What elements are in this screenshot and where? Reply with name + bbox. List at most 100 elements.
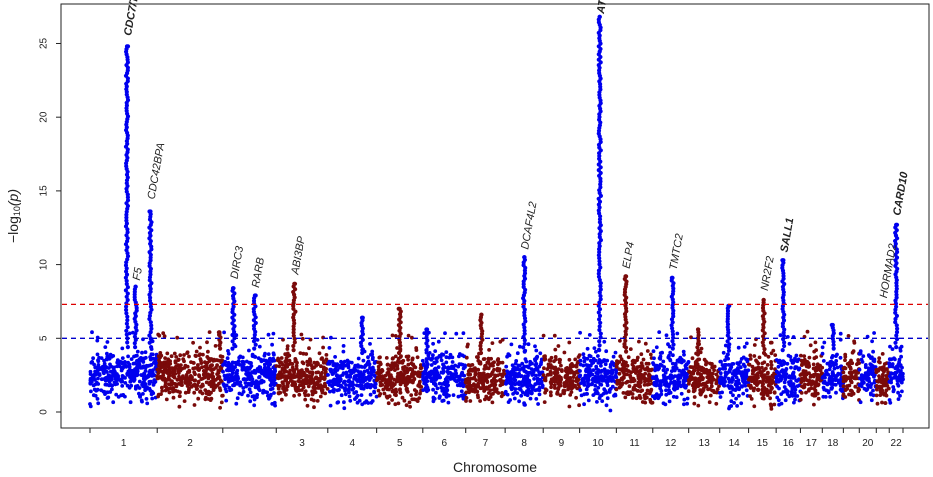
- snp-point: [721, 350, 726, 355]
- snp-point: [128, 400, 133, 405]
- snp-point: [293, 375, 297, 379]
- snp-point: [522, 341, 527, 346]
- snp-point: [290, 362, 295, 366]
- snp-point: [465, 344, 470, 349]
- snp-point: [778, 333, 783, 338]
- snp-point: [865, 373, 870, 378]
- snp-point: [701, 387, 705, 392]
- snp-point: [814, 348, 818, 352]
- snp-point: [802, 361, 807, 366]
- snp-point: [726, 356, 730, 361]
- snp-point: [185, 374, 189, 379]
- snp-point: [444, 350, 449, 354]
- snp-point: [587, 369, 591, 374]
- snp-point: [301, 351, 306, 356]
- snp-point: [664, 333, 669, 338]
- snp-point: [779, 401, 784, 406]
- snp-point: [568, 363, 573, 367]
- snp-point: [148, 320, 153, 325]
- snp-point: [143, 382, 148, 386]
- snp-point: [399, 354, 403, 359]
- snp-point: [750, 379, 754, 384]
- snp-point: [478, 347, 483, 352]
- snp-point: [106, 378, 111, 382]
- snp-point: [637, 393, 642, 398]
- snp-point: [120, 346, 125, 351]
- snp-point: [602, 367, 607, 372]
- snp-point: [378, 380, 383, 385]
- snp-point: [548, 372, 553, 377]
- snp-point: [597, 327, 602, 333]
- snp-point: [161, 377, 166, 382]
- snp-point: [338, 384, 343, 388]
- snp-point: [211, 359, 216, 363]
- snp-point: [761, 390, 766, 395]
- snp-point: [320, 356, 324, 360]
- snp-point: [380, 374, 385, 379]
- snp-point: [878, 366, 882, 370]
- snp-point: [522, 401, 526, 406]
- snp-point: [441, 369, 446, 374]
- snp-point: [496, 391, 501, 395]
- snp-point: [744, 371, 749, 376]
- snp-point: [765, 393, 770, 398]
- snp-point: [203, 364, 208, 369]
- snp-point: [144, 363, 149, 368]
- snp-point: [895, 326, 900, 331]
- snp-point: [780, 324, 786, 329]
- snp-point: [504, 364, 509, 369]
- snp-point: [611, 377, 615, 382]
- snp-point: [808, 375, 813, 379]
- snp-point: [266, 375, 271, 380]
- snp-point: [378, 362, 383, 367]
- snp-point: [553, 355, 558, 359]
- snp-point: [732, 369, 736, 373]
- snp-point: [735, 381, 739, 386]
- snp-point: [774, 358, 779, 362]
- snp-point: [252, 326, 257, 331]
- snp-point: [232, 383, 237, 388]
- snp-point: [728, 366, 733, 371]
- snp-point: [652, 396, 657, 401]
- snp-point: [597, 235, 602, 240]
- snp-point: [215, 383, 220, 388]
- x-tick-label: 7: [483, 438, 489, 449]
- snp-point: [194, 354, 198, 358]
- snp-point: [251, 370, 256, 375]
- snp-point: [182, 353, 186, 357]
- snp-point: [132, 354, 136, 359]
- snp-point: [270, 359, 275, 363]
- snp-point: [718, 371, 723, 376]
- snp-point: [125, 325, 130, 330]
- snp-point: [315, 380, 320, 384]
- snp-point: [727, 380, 732, 384]
- snp-point: [410, 380, 415, 385]
- snp-point: [586, 398, 591, 403]
- snp-point: [109, 374, 114, 379]
- snp-point: [173, 366, 178, 370]
- snp-point: [743, 364, 747, 369]
- snp-point: [264, 358, 269, 363]
- snp-point: [597, 317, 602, 322]
- snp-point: [615, 381, 620, 386]
- snp-point: [223, 387, 228, 391]
- snp-point: [768, 340, 773, 345]
- snp-point: [147, 381, 152, 386]
- snp-point: [896, 390, 900, 395]
- snp-point: [894, 330, 900, 335]
- snp-point: [748, 357, 753, 361]
- peak-lead-snp: [479, 312, 484, 317]
- snp-point: [333, 369, 338, 374]
- snp-point: [343, 392, 348, 397]
- snp-point: [135, 349, 140, 354]
- y-tick-label: 25: [39, 37, 50, 49]
- snp-point: [287, 353, 292, 358]
- snp-point: [398, 382, 403, 387]
- snp-point: [266, 362, 271, 366]
- snp-point: [206, 356, 211, 361]
- snp-point: [372, 373, 377, 378]
- snp-point: [198, 357, 203, 361]
- snp-point: [782, 340, 787, 345]
- snp-point: [392, 377, 397, 382]
- snp-point: [896, 397, 901, 401]
